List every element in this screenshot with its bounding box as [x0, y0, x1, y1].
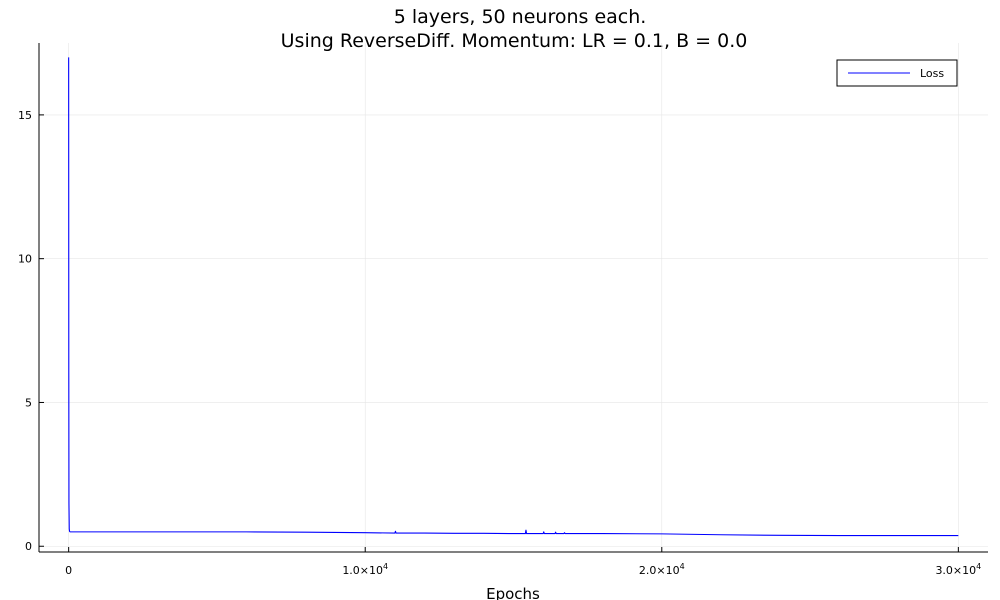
chart-title: 5 layers, 50 neurons each.	[394, 6, 647, 28]
legend-label-loss: Loss	[920, 67, 944, 80]
y-tick-label-1: 5	[25, 396, 32, 409]
y-tick-label-2: 10	[18, 253, 32, 266]
y-tick-label-3: 15	[18, 109, 32, 122]
legend: Loss	[836, 59, 958, 87]
x-tick-label-2: 2.0×104	[639, 562, 685, 577]
y-tick-label-0: 0	[25, 540, 32, 553]
axes	[38, 43, 988, 553]
grid-lines	[39, 43, 988, 552]
x-axis-ticks: 0 1.0×104 2.0×104 3.0×104	[65, 547, 981, 577]
x-tick-label-3: 3.0×104	[935, 562, 981, 577]
chart-subtitle: Using ReverseDiff. Momentum: LR = 0.1, B…	[281, 30, 748, 52]
x-tick-label-1: 1.0×104	[342, 562, 388, 577]
x-axis-label: Epochs	[486, 585, 540, 600]
series-line-loss	[68, 57, 959, 537]
series-group	[68, 57, 959, 537]
x-tick-label-0: 0	[65, 564, 72, 577]
y-axis-ticks: 0 5 10 15	[18, 109, 44, 553]
